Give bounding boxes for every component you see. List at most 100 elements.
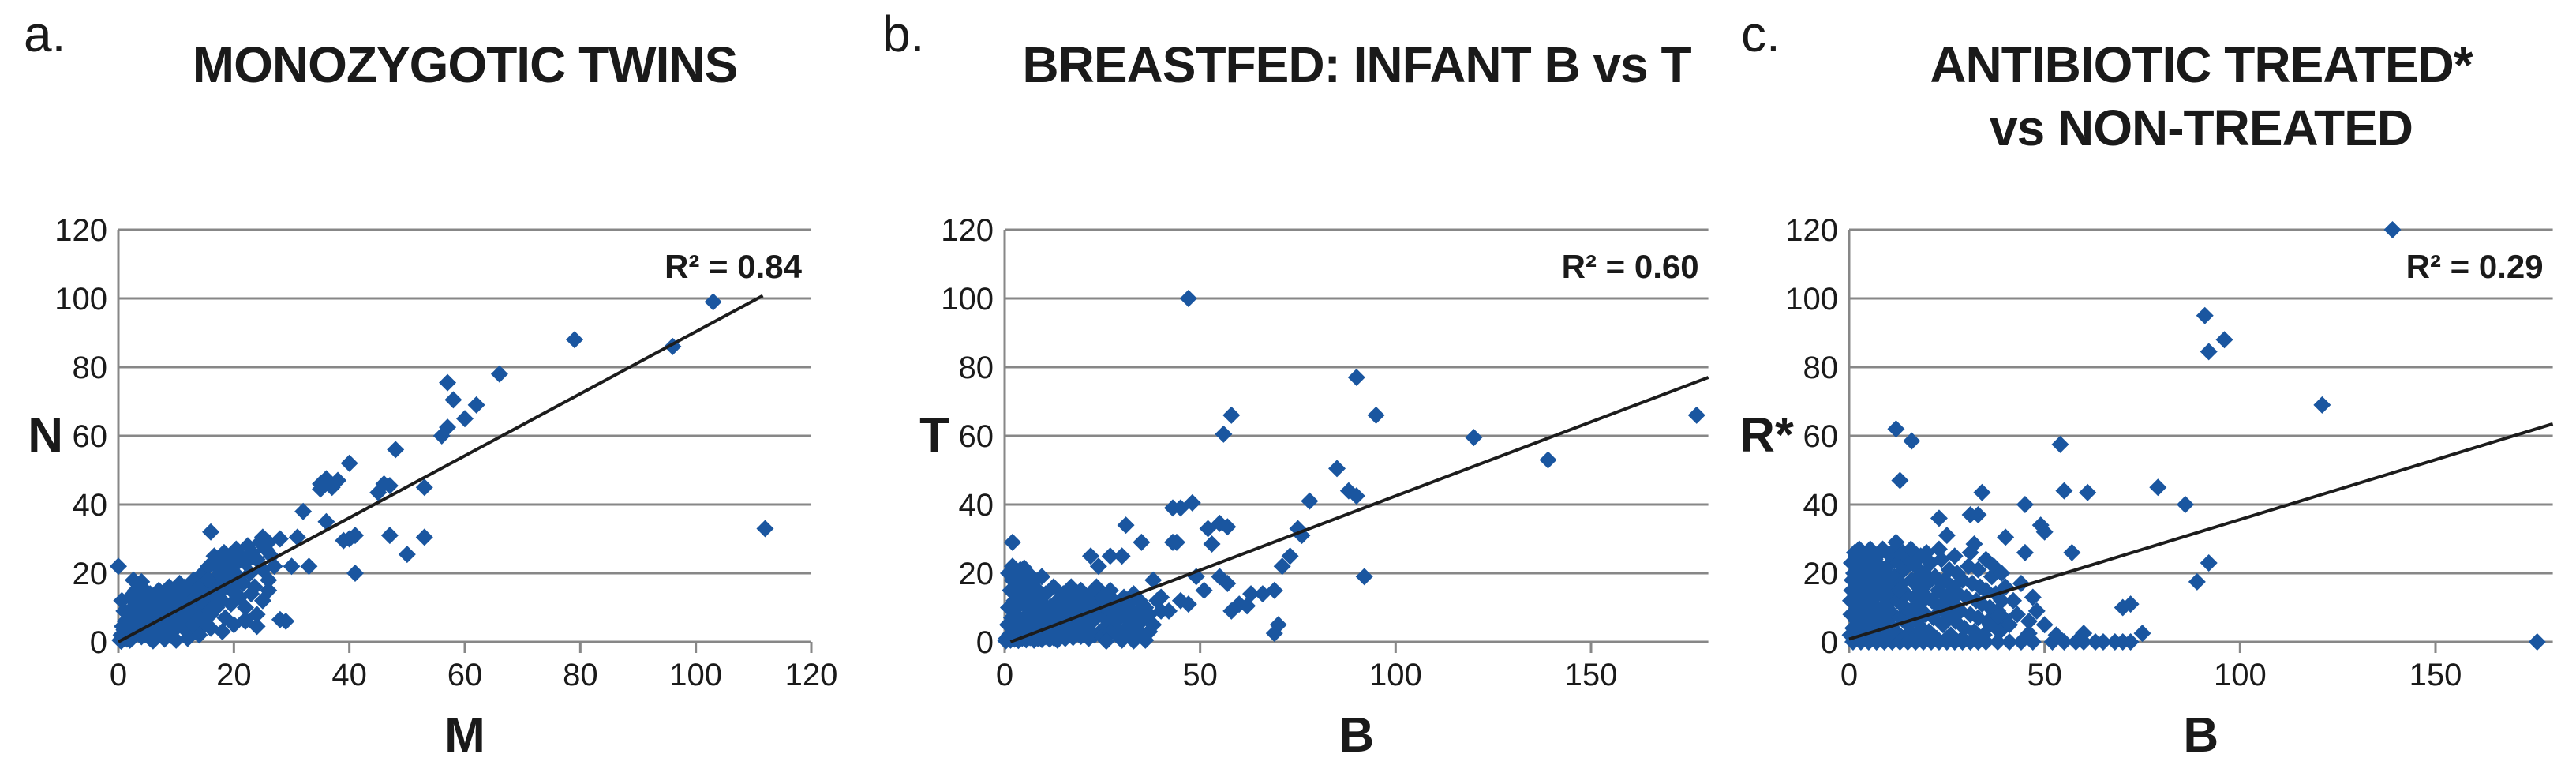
- data-point: [1195, 581, 1213, 599]
- data-point: [1887, 533, 1905, 551]
- y-tick-label: 80: [959, 351, 994, 385]
- data-point: [1862, 591, 1880, 610]
- data-point: [1187, 568, 1205, 586]
- data-point: [398, 546, 416, 564]
- data-point: [1088, 578, 1106, 596]
- panel-letter-c: c.: [1741, 6, 1780, 62]
- data-point: [1989, 633, 2007, 651]
- chart-title-line2: vs NON-TREATED: [1990, 99, 2413, 156]
- data-point: [2075, 633, 2093, 651]
- data-point: [2114, 598, 2132, 617]
- data-point: [1866, 550, 1884, 568]
- x-tick-label: 50: [2027, 658, 2062, 692]
- panel-b-title-wrap: BREASTFED: INFANT B vs T: [1005, 33, 1709, 96]
- data-point: [1054, 585, 1073, 603]
- data-point: [1844, 619, 1862, 637]
- data-point: [1910, 568, 1928, 586]
- data-point: [1160, 602, 1178, 620]
- data-point: [1935, 571, 1953, 589]
- data-point: [1929, 581, 1947, 599]
- data-point: [1981, 616, 1999, 634]
- data-point: [1945, 547, 1964, 565]
- data-point: [1960, 557, 1978, 576]
- data-point: [439, 373, 457, 392]
- data-point: [439, 418, 457, 437]
- data-point: [1046, 609, 1065, 627]
- data-point: [1273, 557, 1291, 576]
- data-point: [1965, 535, 1983, 553]
- data-point: [1938, 527, 1956, 545]
- y-tick-label: 80: [73, 351, 108, 385]
- data-point: [380, 477, 399, 495]
- data-point: [1905, 588, 1923, 606]
- x-tick-label: 50: [1182, 658, 1218, 692]
- data-point: [1301, 492, 1319, 510]
- data-point: [1850, 540, 1868, 558]
- data-point: [2200, 553, 2218, 572]
- data-point: [1367, 406, 1385, 424]
- panel-antibiotic-treated: c. ANTIBIOTIC TREATED* vs NON-TREATED 0 5…: [1717, 0, 2576, 769]
- y-tick-label: 120: [941, 213, 994, 248]
- data-point: [317, 512, 335, 531]
- data-point: [346, 565, 364, 582]
- data-point: [1133, 598, 1151, 617]
- data-point: [2016, 543, 2034, 561]
- data-point: [380, 527, 399, 545]
- x-tick-label: 20: [216, 658, 252, 692]
- data-point: [387, 441, 405, 459]
- data-point: [2188, 572, 2206, 591]
- data-point: [1969, 561, 1987, 579]
- y-tick-label: 20: [1803, 557, 1839, 591]
- data-point: [219, 565, 238, 582]
- data-point: [1219, 518, 1237, 536]
- y-tick-label: 120: [1785, 213, 1838, 248]
- y-tick-label: 40: [73, 488, 108, 523]
- y-tick-label: 20: [73, 557, 108, 591]
- data-point: [1179, 290, 1197, 307]
- x-tick-label: 150: [1565, 658, 1618, 692]
- data-point: [283, 557, 301, 576]
- data-point: [2024, 633, 2042, 651]
- data-point: [1081, 547, 1099, 565]
- data-point: [1923, 591, 1941, 610]
- data-point: [236, 598, 254, 617]
- data-point: [1977, 633, 1995, 651]
- data-point: [1902, 540, 1920, 558]
- data-point: [1964, 575, 1982, 593]
- data-point: [213, 622, 231, 640]
- y-tick-label: 60: [1803, 419, 1839, 454]
- data-point: [2024, 588, 2042, 606]
- data-point: [1993, 565, 2011, 582]
- data-point: [2313, 396, 2331, 414]
- data-point: [1687, 406, 1705, 424]
- data-point: [300, 557, 318, 576]
- data-point: [260, 533, 278, 551]
- data-point: [288, 528, 306, 546]
- panel-breastfed: b. BREASTFED: INFANT B vs T 0 50 100 150 0 20…: [859, 0, 1717, 769]
- data-point: [329, 471, 347, 490]
- x-tick-label: 150: [2409, 658, 2462, 692]
- y-tick-label: 0: [976, 625, 994, 660]
- data-point: [2035, 616, 2054, 634]
- data-point: [1203, 535, 1221, 553]
- data-point: [1355, 568, 1373, 586]
- chart-title: ANTIBIOTIC TREATED*: [1930, 36, 2473, 93]
- panel-a-title-wrap: MONOZYGOTIC TWINS: [118, 33, 811, 96]
- data-point: [2055, 633, 2073, 651]
- data-point: [1915, 585, 1933, 603]
- data-point: [1136, 631, 1155, 649]
- chart-title: MONOZYGOTIC TWINS: [192, 36, 739, 93]
- data-point: [1981, 598, 1999, 617]
- data-point: [242, 585, 260, 603]
- data-point: [1973, 483, 1991, 501]
- data-point: [1865, 606, 1883, 624]
- data-point: [1269, 616, 1287, 634]
- data-point: [1167, 533, 1185, 551]
- data-point: [1101, 547, 1119, 565]
- data-point: [1219, 575, 1237, 593]
- data-point: [1930, 540, 1948, 558]
- data-point: [1179, 595, 1197, 613]
- data-point: [1113, 547, 1131, 565]
- panel-monozygotic-twins: a. MONOZYGOTIC TWINS 0 20 40 60 80 100 120 0 20 4…: [0, 0, 859, 769]
